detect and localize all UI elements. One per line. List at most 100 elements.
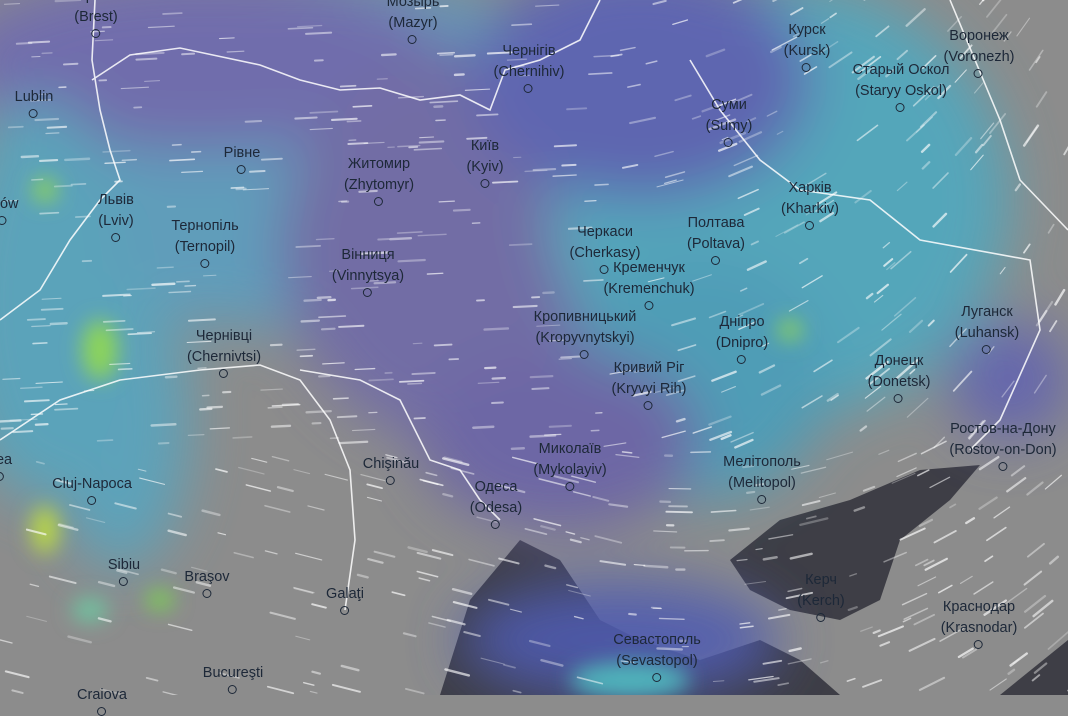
city-name: Харків (781, 178, 839, 199)
city-latin-name: (Mazyr) (387, 13, 440, 34)
city-label[interactable]: Sibiu (108, 555, 140, 582)
city-dot-icon (200, 259, 209, 268)
city-dot-icon (998, 462, 1007, 471)
city-name: Одеса (470, 477, 522, 498)
city-label[interactable]: Миколаїв(Mykolayiv) (533, 439, 606, 487)
city-latin-name: (Odesa) (470, 498, 522, 519)
city-name: Львів (98, 190, 134, 211)
city-name: Galaţi (326, 584, 364, 605)
city-latin-name: (Zhytomyr) (344, 175, 414, 196)
city-name: Чернігів (494, 41, 565, 62)
city-name: dea (0, 450, 12, 471)
city-name: Житомир (344, 154, 414, 175)
city-dot-icon (374, 197, 383, 206)
city-name: Севастополь (613, 630, 701, 651)
city-name: Ростов-на-Дону (949, 419, 1056, 440)
city-name: Braşov (184, 567, 229, 588)
city-name: Bucureşti (203, 663, 263, 684)
city-dot-icon (816, 613, 825, 622)
city-latin-name: (Chernihiv) (494, 62, 565, 83)
city-label[interactable]: Чернігів(Chernihiv) (494, 41, 565, 89)
city-label[interactable]: Lublin (15, 87, 54, 114)
city-label[interactable]: Полтава(Poltava) (687, 213, 745, 261)
city-dot-icon (97, 707, 106, 716)
city-label[interactable]: Львів(Lviv) (98, 190, 134, 238)
city-label[interactable]: Керч(Kerch) (797, 570, 845, 618)
city-dot-icon (565, 482, 574, 491)
city-dot-icon (219, 369, 228, 378)
city-latin-name: (Kremenchuk) (603, 279, 694, 300)
city-label[interactable]: Луганск(Luhansk) (955, 302, 1019, 350)
city-name: Луганск (955, 302, 1019, 323)
city-name: Кривий Ріг (612, 358, 687, 379)
city-label[interactable]: Курск(Kursk) (784, 20, 831, 68)
city-dot-icon (894, 394, 903, 403)
city-label[interactable]: Кривий Ріг(Kryvyi Rih) (612, 358, 687, 406)
city-label[interactable]: Старый Оскол(Staryy Oskol) (853, 60, 950, 108)
city-label[interactable]: Дніпро(Dnipro) (716, 312, 768, 360)
city-dot-icon (228, 685, 237, 694)
city-latin-name: (Kryvyi Rih) (612, 379, 687, 400)
city-dot-icon (0, 472, 4, 481)
city-label[interactable]: Braşov (184, 567, 229, 594)
city-dot-icon (480, 179, 489, 188)
city-latin-name: (Kropyvnytskyi) (534, 328, 637, 349)
city-dot-icon (340, 606, 349, 615)
city-label[interactable]: Мозырь(Mazyr) (387, 0, 440, 40)
city-label[interactable]: Кропивницький(Kropyvnytskyi) (534, 307, 637, 355)
city-name: Мозырь (387, 0, 440, 13)
city-name: Воронеж (944, 26, 1015, 47)
city-label[interactable]: Тернопіль(Ternopil) (171, 216, 238, 264)
city-latin-name: (Sevastopol) (613, 651, 701, 672)
city-latin-name: (Brest) (74, 7, 118, 28)
city-label[interactable]: Craiova (77, 685, 127, 712)
city-label[interactable]: Суми(Sumy) (706, 95, 753, 143)
city-label[interactable]: Cluj-Napoca (52, 474, 132, 501)
city-label[interactable]: Кременчук(Kremenchuk) (603, 258, 694, 306)
city-name: Кременчук (603, 258, 694, 279)
city-label[interactable]: szów (0, 194, 19, 221)
city-name: Чернівці (187, 326, 261, 347)
city-label[interactable]: Мелітополь(Melitopol) (723, 452, 801, 500)
city-name: Брест (74, 0, 118, 7)
city-label[interactable]: Ростов-на-Дону(Rostov-on-Don) (949, 419, 1056, 467)
city-label[interactable]: Одеса(Odesa) (470, 477, 522, 525)
city-latin-name: (Kerch) (797, 591, 845, 612)
city-name: Старый Оскол (853, 60, 950, 81)
city-label[interactable]: Galaţi (326, 584, 364, 611)
city-label[interactable]: Воронеж(Voronezh) (944, 26, 1015, 74)
city-label[interactable]: Севастополь(Sevastopol) (613, 630, 701, 678)
city-dot-icon (737, 355, 746, 364)
city-label[interactable]: dea (0, 450, 12, 477)
city-name: Донецк (868, 351, 931, 372)
city-dot-icon (896, 103, 905, 112)
city-latin-name: (Sumy) (706, 116, 753, 137)
city-dot-icon (408, 35, 417, 44)
city-label[interactable]: Рівне (224, 143, 261, 170)
city-dot-icon (982, 345, 991, 354)
city-latin-name: (Chernivtsi) (187, 347, 261, 368)
city-label[interactable]: Харків(Kharkiv) (781, 178, 839, 226)
city-label[interactable]: Житомир(Zhytomyr) (344, 154, 414, 202)
city-dot-icon (757, 495, 766, 504)
city-label[interactable]: Bucureşti (203, 663, 263, 690)
city-latin-name: (Luhansk) (955, 323, 1019, 344)
city-label[interactable]: Брест(Brest) (74, 0, 118, 34)
city-dot-icon (91, 29, 100, 38)
city-latin-name: (Ternopil) (171, 237, 238, 258)
city-label[interactable]: Chişinău (363, 454, 419, 481)
city-label[interactable]: Вінниця(Vinnytsya) (332, 245, 404, 293)
city-name: Lublin (15, 87, 54, 108)
city-label[interactable]: Донецк(Donetsk) (868, 351, 931, 399)
city-latin-name: (Lviv) (98, 211, 134, 232)
city-dot-icon (805, 221, 814, 230)
city-name: Chişinău (363, 454, 419, 475)
city-label[interactable]: Чернівці(Chernivtsi) (187, 326, 261, 374)
city-latin-name: (Kursk) (784, 41, 831, 62)
city-label[interactable]: Краснодар(Krasnodar) (941, 597, 1018, 645)
city-name: Краснодар (941, 597, 1018, 618)
city-name: Керч (797, 570, 845, 591)
city-name: Craiova (77, 685, 127, 706)
city-dot-icon (111, 233, 120, 242)
city-label[interactable]: Київ(Kyiv) (466, 136, 503, 184)
